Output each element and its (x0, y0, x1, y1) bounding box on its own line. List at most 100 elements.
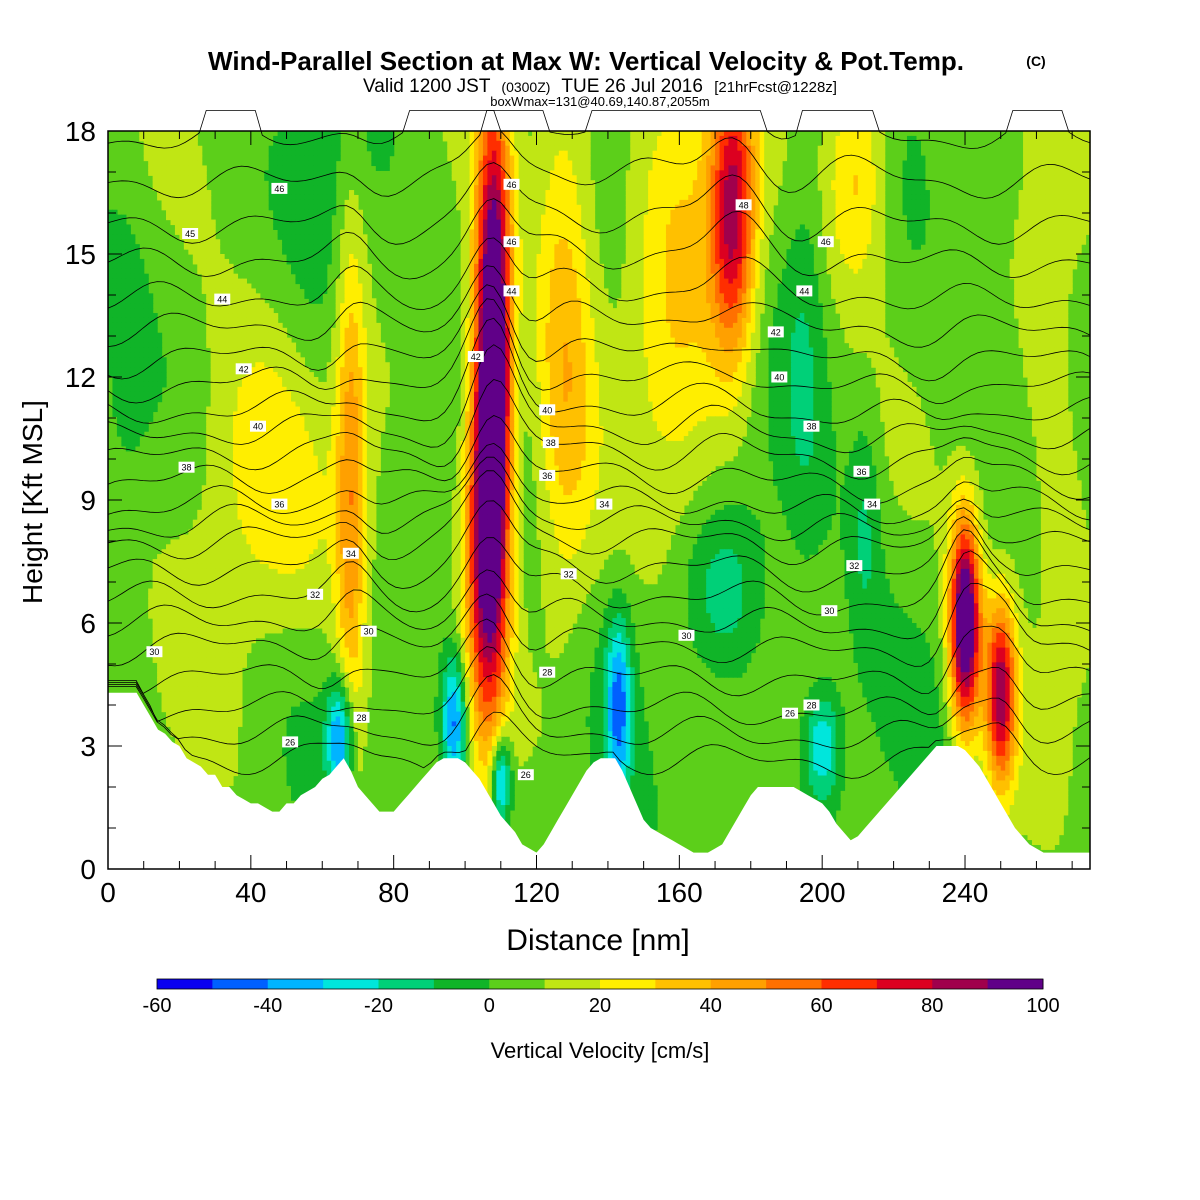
isentrope-line (107, 529, 1091, 616)
plot-frame (107, 130, 1091, 870)
contour-label: 38 (803, 420, 820, 432)
axis-ticks (107, 130, 1090, 870)
contour-label: 34 (342, 547, 359, 559)
contour-label: 28 (803, 699, 820, 711)
colorbar: -60 -40 -20 0 20 40 60 80 100 (143, 978, 1060, 1017)
contour-label: 30 (146, 646, 163, 658)
chart-title: Wind-Parallel Section at Max W: Vertical… (208, 46, 964, 76)
colorbar-swatch (378, 979, 435, 989)
colorbar-label: Vertical Velocity [cm/s] (491, 1038, 710, 1063)
plot-area: 46 45 44 42 40 38 36 34 32 30 30 28 26 26 28 32 34 36 38 40… (107, 110, 1091, 870)
colorbar-tick-label: 60 (810, 995, 832, 1017)
contour-label: 26 (282, 736, 299, 748)
colorbar-tick-label: 20 (589, 995, 611, 1017)
colorbar-tick-label: 0 (484, 995, 495, 1017)
y-tick-label: 6 (80, 608, 96, 639)
x-tick-label: 160 (656, 877, 703, 908)
colorbar-tick-label: 100 (1026, 995, 1059, 1017)
isentrope-line (107, 162, 1091, 245)
contour-label: 32 (846, 560, 863, 572)
x-tick-label: 80 (378, 877, 409, 908)
y-axis-label: Height [Kft MSL] (17, 400, 48, 604)
isentrope-line (107, 550, 1091, 640)
colorbar-swatch (987, 979, 1044, 989)
y-tick-label: 9 (80, 485, 96, 516)
contour-label: 26 (782, 707, 799, 719)
valid-time-line: Valid 1200 JST (0300Z) TUE 26 Jul 2016 [… (363, 76, 837, 97)
valid-prefix: Valid 1200 JST (363, 76, 491, 97)
isentrope-line (107, 415, 1091, 504)
colorbar-tick-label: -40 (253, 995, 282, 1017)
isentrope-line (107, 582, 1091, 667)
x-tick-label: 0 (100, 877, 116, 908)
contour-label: 40 (771, 371, 788, 383)
contour-label: 40 (249, 420, 266, 432)
contour-labels: 46 45 44 42 40 38 36 34 32 30 30 28 26 26 28 32 34 36 38 40… (146, 178, 881, 781)
colorbar-tick-label: 80 (921, 995, 943, 1017)
contour-label: 40 (539, 404, 556, 416)
contour-label: 44 (796, 285, 813, 297)
isentrope-line (107, 500, 1091, 593)
contour-label: 42 (235, 363, 252, 375)
x-tick-label: 120 (513, 877, 560, 908)
contour-label: 44 (214, 293, 231, 305)
colorbar-swatch (489, 979, 546, 989)
terrain-mask (108, 692, 1090, 869)
contour-label: 32 (560, 568, 577, 580)
contour-label: 46 (503, 178, 520, 190)
valid-utc: (0300Z) (501, 79, 550, 95)
isentrope-line (107, 344, 1091, 454)
isentrope-line (107, 317, 1091, 424)
isentrope-line (107, 379, 1091, 480)
contour-label: 42 (467, 351, 484, 362)
y-tick-label: 12 (65, 362, 96, 393)
potential-temperature-contours (107, 110, 1091, 779)
vertical-velocity-field (108, 131, 1091, 855)
contour-label: 46 (503, 236, 520, 248)
colorbar-swatch (821, 979, 878, 989)
contour-label: 46 (271, 182, 288, 194)
chart-title-group: Wind-Parallel Section at Max W: Vertical… (208, 46, 1046, 109)
contour-label: 34 (864, 498, 881, 510)
y-tick-label: 18 (65, 116, 96, 147)
colorbar-swatch (433, 979, 490, 989)
colorbar-swatch (766, 979, 822, 989)
isentrope-line (108, 646, 1091, 726)
colorbar-swatch (212, 979, 269, 989)
contour-label: 48 (735, 199, 752, 211)
contour-label: 45 (182, 228, 199, 239)
y-tick-label: 0 (80, 854, 96, 885)
copyright-mark: (C) (1026, 53, 1045, 69)
colorbar-swatch (932, 979, 989, 989)
contour-label: 38 (542, 437, 559, 449)
isentrope-line (107, 198, 1091, 280)
isentrope-line (107, 456, 1091, 542)
y-tick-label: 15 (65, 239, 96, 270)
contour-label: 36 (853, 465, 870, 477)
colorbar-swatch (544, 979, 601, 989)
contour-label: 30 (678, 629, 695, 641)
isentrope-line (108, 686, 1091, 779)
x-axis-label: Distance [nm] (506, 924, 689, 957)
isentrope-line (107, 284, 1091, 382)
box-info: boxWmax=131@40.69,140.87,2055m (490, 94, 710, 109)
contour-label: 44 (503, 285, 520, 297)
isentrope-line (107, 442, 1091, 525)
contour-label: 30 (821, 605, 838, 617)
colorbar-swatch (710, 979, 767, 989)
contour-label: 28 (353, 711, 370, 723)
contour-label: 30 (360, 625, 377, 637)
y-tick-label: 3 (80, 731, 96, 762)
colorbar-swatch (323, 979, 379, 989)
contour-label: 36 (271, 498, 288, 510)
colorbar-swatch (157, 979, 213, 989)
colorbar-swatch (876, 979, 933, 989)
forecast-info: [21hrFcst@1228z] (714, 79, 837, 96)
contour-label: 26 (517, 769, 534, 781)
contour-label: 34 (596, 498, 613, 510)
isentrope-line (107, 110, 1091, 149)
contour-label: 28 (539, 666, 556, 678)
contour-label: 36 (539, 469, 556, 481)
isentrope-line (108, 674, 1091, 749)
